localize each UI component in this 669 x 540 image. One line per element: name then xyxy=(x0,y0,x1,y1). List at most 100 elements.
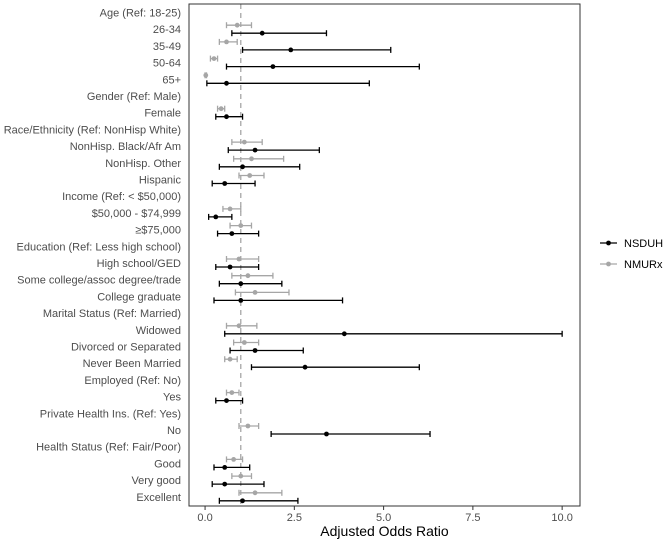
nmurx-point xyxy=(227,206,233,212)
nmurx-point xyxy=(229,390,235,395)
y-tick-label: 65+ xyxy=(162,74,181,86)
nsduh-point xyxy=(252,348,258,353)
nmurx-point xyxy=(252,290,258,295)
y-tick-label: Hispanic xyxy=(139,175,182,187)
x-axis: 0.0 2.5 5.0 7.5 10.0 xyxy=(197,506,573,524)
y-tick-label: Private Health Ins. (Ref: Yes) xyxy=(40,408,181,420)
x-tick-label: 7.5 xyxy=(465,512,480,524)
nmurx-point xyxy=(245,273,251,279)
x-tick-label: 5.0 xyxy=(376,512,391,524)
row-estimates xyxy=(203,72,370,87)
row-estimates xyxy=(207,205,242,220)
nmurx-point xyxy=(238,223,244,229)
nmurx-point xyxy=(231,457,237,462)
nsduh-point xyxy=(240,164,245,170)
row-estimates xyxy=(218,38,392,53)
nmurx-point xyxy=(241,139,247,145)
y-tick-label: Age (Ref: 18-25) xyxy=(100,8,181,20)
y-tick-label: NonHisp. Other xyxy=(105,158,181,170)
nmurx-point xyxy=(247,173,253,178)
y-axis-labels: Age (Ref: 18-25) 26-34 35-49 50-64 65+ Gender… xyxy=(4,8,182,504)
y-tick-label: Yes xyxy=(163,392,181,404)
nmurx-point xyxy=(227,356,233,362)
row-estimates xyxy=(227,139,320,154)
y-tick-label: Never Been Married xyxy=(83,358,181,370)
nsduh-point xyxy=(238,298,244,303)
row-estimates xyxy=(211,473,265,488)
y-tick-label: Very good xyxy=(131,475,181,487)
row-estimates xyxy=(213,289,344,304)
row-estimates xyxy=(218,489,299,504)
y-tick-label: 35-49 xyxy=(153,41,181,53)
nsduh-point xyxy=(324,431,329,437)
row-estimates xyxy=(216,222,260,237)
legend: NSDUH NMURx xyxy=(600,238,663,271)
nsduh-point xyxy=(222,465,228,470)
row-estimates xyxy=(215,389,244,404)
error-bar-layer xyxy=(203,22,563,504)
y-tick-label: Female xyxy=(144,108,181,120)
row-estimates xyxy=(213,456,251,471)
x-axis-title: Adjusted Odds Ratio xyxy=(320,523,449,539)
legend-label-nmurx: NMURx xyxy=(624,259,663,271)
y-tick-label: Education (Ref: Less high school) xyxy=(17,241,181,253)
row-estimates xyxy=(238,423,431,437)
row-estimates xyxy=(224,356,420,371)
nmurx-point xyxy=(234,22,240,28)
x-tick-label: 2.5 xyxy=(287,512,302,524)
y-tick-label: ≥$75,000 xyxy=(135,225,181,237)
nmurx-point xyxy=(224,39,229,45)
nsduh-point xyxy=(288,47,294,53)
row-estimates xyxy=(209,55,420,70)
y-tick-label: High school/GED xyxy=(97,258,181,270)
nmurx-point xyxy=(211,56,217,61)
y-tick-label: Good xyxy=(154,458,181,470)
nsduh-point xyxy=(229,231,235,237)
row-estimates xyxy=(215,105,244,120)
nmurx-point xyxy=(245,423,251,429)
nsduh-point xyxy=(227,264,233,270)
row-estimates xyxy=(218,272,283,287)
nsduh-point xyxy=(224,80,229,86)
y-tick-label: Divorced or Separated xyxy=(71,342,181,354)
y-tick-label: Race/Ethnicity (Ref: NonHisp White) xyxy=(4,124,181,136)
nsduh-point xyxy=(270,64,276,69)
y-tick-label: College graduate xyxy=(97,291,181,303)
y-tick-label: Marital Status (Ref: Married) xyxy=(43,308,181,320)
nmurx-point xyxy=(203,72,209,78)
row-estimates xyxy=(215,256,260,270)
y-tick-label: Gender (Ref: Male) xyxy=(87,91,181,103)
legend-point-nmurx xyxy=(606,261,611,267)
nsduh-point xyxy=(222,181,228,186)
row-estimates xyxy=(229,339,304,354)
y-tick-label: NonHisp. Black/Afr Am xyxy=(70,141,181,153)
nsduh-point xyxy=(302,364,308,370)
nsduh-point xyxy=(238,281,244,287)
nsduh-point xyxy=(222,481,228,487)
nmurx-point xyxy=(241,340,247,345)
nmurx-point xyxy=(238,473,244,479)
row-estimates xyxy=(211,172,265,187)
y-tick-label: Employed (Ref: No) xyxy=(84,375,181,387)
nmurx-point xyxy=(236,323,242,329)
y-tick-label: $50,000 - $74,999 xyxy=(92,208,181,220)
nsduh-point xyxy=(341,331,347,337)
row-estimates xyxy=(218,155,301,170)
nmurx-point xyxy=(218,106,224,112)
nsduh-point xyxy=(252,147,258,153)
row-estimates xyxy=(225,22,328,37)
y-tick-label: Excellent xyxy=(136,492,181,504)
nsduh-point xyxy=(240,498,245,504)
y-tick-label: 26-34 xyxy=(153,24,181,36)
nmurx-point xyxy=(252,490,258,496)
y-tick-label: Some college/assoc degree/trade xyxy=(17,275,181,287)
row-estimates xyxy=(224,322,563,337)
legend-point-nsduh xyxy=(606,240,611,246)
y-tick-label: Health Status (Ref: Fair/Poor) xyxy=(36,442,181,454)
nmurx-point xyxy=(249,156,254,162)
y-tick-label: Widowed xyxy=(136,325,181,337)
nsduh-point xyxy=(259,30,265,36)
x-tick-label: 0.0 xyxy=(197,512,212,524)
